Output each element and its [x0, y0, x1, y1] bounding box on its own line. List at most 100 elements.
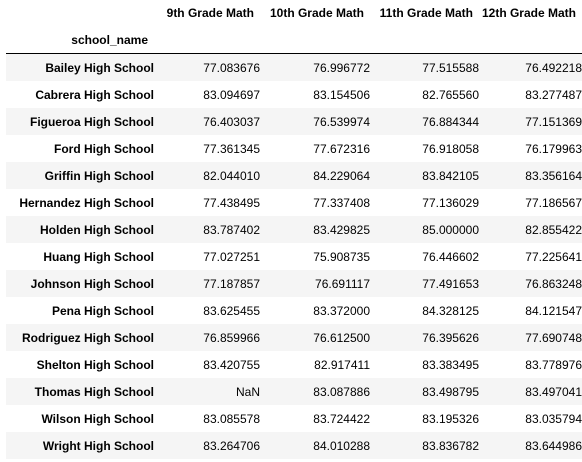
table-row: Holden High School 83.787402 83.429825 85.0…: [6, 216, 582, 243]
table-row: Rodriguez High School 76.859966 76.612500 7…: [6, 324, 582, 351]
row-index-school-name: Wright High School: [42, 438, 154, 453]
row-index-school-name: Shelton High School: [36, 357, 154, 372]
table-cell: 83.383495: [422, 357, 479, 372]
table-cell: 83.195326: [422, 411, 479, 426]
row-index-school-name: Figueroa High School: [29, 114, 154, 129]
column-header: 12th Grade Math: [481, 6, 576, 20]
table-cell: 77.491653: [422, 276, 479, 291]
table-cell: 83.420755: [203, 357, 260, 372]
row-index-school-name: Johnson High School: [30, 276, 154, 291]
row-index-school-name: Pena High School: [51, 303, 154, 318]
index-name: school_name: [6, 26, 154, 54]
table-cell: NaN: [235, 384, 260, 399]
table-cell: 83.356164: [525, 168, 582, 183]
table-cell: 84.121547: [525, 303, 582, 318]
table-cell: 75.908735: [313, 249, 370, 264]
table-cell: 77.186567: [525, 195, 582, 210]
column-header: 10th Grade Math: [269, 6, 364, 20]
table-cell: 77.690748: [525, 330, 582, 345]
row-index-school-name: Bailey High School: [45, 60, 154, 75]
table-cell: 76.884344: [422, 114, 479, 129]
table-cell: 83.264706: [203, 438, 260, 453]
table-row: Ford High School 77.361345 77.672316 76.918…: [6, 135, 582, 162]
dataframe-table: 9th Grade Math 10th Grade Math 11th Grad…: [6, 0, 582, 459]
table-row: Johnson High School 77.187857 76.691117 77.…: [6, 270, 582, 297]
index-name-blank: [154, 26, 260, 54]
table-row: Huang High School 77.027251 75.908735 76.44…: [6, 243, 582, 270]
table-cell: 83.497041: [525, 384, 582, 399]
table-row: Wilson High School 83.085578 83.724422 83.1…: [6, 405, 582, 432]
table-body: Bailey High School 77.083676 76.996772 77.5…: [6, 53, 582, 459]
row-index-school-name: Rodriguez High School: [22, 330, 154, 345]
table-cell: 76.996772: [313, 60, 370, 75]
table-row: Pena High School 83.625455 83.372000 84.328…: [6, 297, 582, 324]
header-blank: [6, 0, 154, 26]
table-cell: 77.187857: [203, 276, 260, 291]
table-cell: 82.765560: [422, 87, 479, 102]
table-cell: 77.225641: [525, 249, 582, 264]
table-row: Figueroa High School 76.403037 76.539974 76…: [6, 108, 582, 135]
table-cell: 83.035794: [525, 411, 582, 426]
table-cell: 77.151369: [525, 114, 582, 129]
table-cell: 76.179963: [525, 141, 582, 156]
table-cell: 76.863248: [525, 276, 582, 291]
table-cell: 76.446602: [422, 249, 479, 264]
row-index-school-name: Holden High School: [40, 222, 154, 237]
table-cell: 77.438495: [203, 195, 260, 210]
table-cell: 83.625455: [203, 303, 260, 318]
row-index-school-name: Griffin High School: [44, 168, 154, 183]
index-name-blank: [479, 26, 582, 54]
table-cell: 82.044010: [203, 168, 260, 183]
index-name-blank: [260, 26, 370, 54]
table-cell: 83.094697: [203, 87, 260, 102]
table-cell: 82.917411: [314, 357, 370, 372]
table-cell: 77.672316: [313, 141, 370, 156]
row-index-school-name: Cabrera High School: [35, 87, 154, 102]
table-cell: 76.403037: [203, 114, 260, 129]
table-cell: 83.087886: [313, 384, 370, 399]
table-cell: 77.083676: [203, 60, 260, 75]
table-row: Wright High School 83.264706 84.010288 83.8…: [6, 432, 582, 459]
table-row: Shelton High School 83.420755 82.917411 83.…: [6, 351, 582, 378]
table-cell: 83.836782: [422, 438, 479, 453]
table-row: Bailey High School 77.083676 76.996772 77.5…: [6, 53, 582, 81]
table-cell: 83.778976: [525, 357, 582, 372]
row-index-school-name: Wilson High School: [41, 411, 154, 426]
table-cell: 82.855422: [525, 222, 582, 237]
table-row: Hernandez High School 77.438495 77.337408 7…: [6, 189, 582, 216]
row-index-school-name: Ford High School: [54, 141, 154, 156]
table-cell: 76.539974: [313, 114, 370, 129]
row-index-school-name: Hernandez High School: [19, 195, 154, 210]
table-cell: 77.027251: [203, 249, 260, 264]
table-cell: 85.000000: [422, 222, 479, 237]
table-cell: 76.918058: [422, 141, 479, 156]
table-cell: 77.337408: [313, 195, 370, 210]
table-cell: 83.429825: [313, 222, 370, 237]
table-cell: 84.010288: [313, 438, 370, 453]
table-cell: 77.136029: [422, 195, 479, 210]
table-cell: 83.085578: [203, 411, 260, 426]
column-header: 11th Grade Math: [379, 6, 473, 20]
table-cell: 76.612500: [313, 330, 370, 345]
table-row: Griffin High School 82.044010 84.229064 83.…: [6, 162, 582, 189]
table-cell: 77.361345: [203, 141, 260, 156]
table-cell: 83.644986: [525, 438, 582, 453]
index-name-blank: [370, 26, 479, 54]
row-index-school-name: Thomas High School: [34, 384, 154, 399]
table-row: Cabrera High School 83.094697 83.154506 82.…: [6, 81, 582, 108]
table-cell: 83.498795: [422, 384, 479, 399]
row-index-school-name: Huang High School: [43, 249, 154, 264]
table-cell: 83.154506: [313, 87, 370, 102]
table-cell: 84.229064: [313, 168, 370, 183]
table-cell: 84.328125: [422, 303, 479, 318]
table-cell: 83.724422: [313, 411, 370, 426]
table-cell: 76.859966: [203, 330, 260, 345]
table-cell: 83.787402: [203, 222, 260, 237]
table-row: Thomas High School NaN 83.087886 83.498795 8…: [6, 378, 582, 405]
table-cell: 83.277487: [525, 87, 582, 102]
column-header-row: 9th Grade Math 10th Grade Math 11th Grad…: [6, 0, 582, 26]
index-name-row: school_name: [6, 26, 582, 54]
table-cell: 83.842105: [422, 168, 479, 183]
table-cell: 76.691117: [315, 276, 370, 291]
column-header: 9th Grade Math: [166, 6, 254, 20]
